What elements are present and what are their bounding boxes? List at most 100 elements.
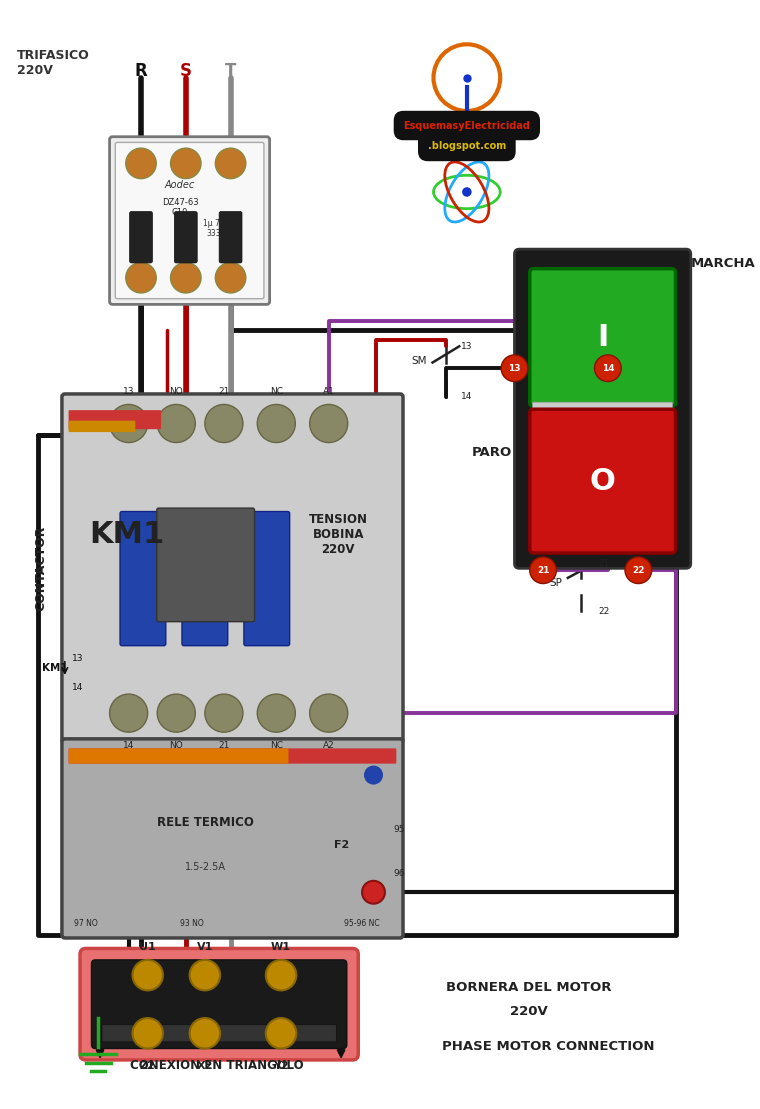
FancyBboxPatch shape bbox=[515, 250, 691, 568]
Text: NO: NO bbox=[169, 387, 183, 396]
Text: 97 NO: 97 NO bbox=[74, 919, 97, 928]
Circle shape bbox=[189, 1018, 220, 1048]
Circle shape bbox=[462, 187, 472, 196]
Text: 13: 13 bbox=[461, 342, 473, 350]
Text: DZ47-63
C10: DZ47-63 C10 bbox=[162, 197, 198, 217]
Text: TENSION
BOBINA
220V: TENSION BOBINA 220V bbox=[309, 512, 368, 556]
Text: A2: A2 bbox=[323, 741, 334, 750]
Text: T: T bbox=[225, 62, 236, 80]
FancyBboxPatch shape bbox=[109, 136, 270, 304]
Text: F2: F2 bbox=[334, 840, 350, 849]
FancyBboxPatch shape bbox=[157, 508, 255, 622]
FancyBboxPatch shape bbox=[129, 212, 153, 263]
FancyBboxPatch shape bbox=[62, 394, 403, 743]
Text: W1: W1 bbox=[271, 942, 291, 952]
Text: A1: A1 bbox=[323, 387, 334, 396]
Text: 1μ 7μ
333: 1μ 7μ 333 bbox=[203, 218, 224, 238]
Circle shape bbox=[109, 694, 147, 732]
Text: 13: 13 bbox=[71, 654, 83, 663]
Circle shape bbox=[189, 960, 220, 990]
Circle shape bbox=[170, 263, 201, 293]
Text: 21: 21 bbox=[218, 387, 230, 396]
Text: 13: 13 bbox=[123, 387, 135, 396]
Circle shape bbox=[594, 355, 621, 381]
Circle shape bbox=[266, 1018, 296, 1048]
Circle shape bbox=[125, 149, 157, 179]
Text: NC: NC bbox=[270, 387, 283, 396]
FancyBboxPatch shape bbox=[80, 948, 358, 1060]
Text: CONEXION EN TRIANGULO: CONEXION EN TRIANGULO bbox=[131, 1059, 304, 1072]
Text: NO: NO bbox=[169, 741, 183, 750]
Text: Y2: Y2 bbox=[273, 1060, 289, 1070]
Circle shape bbox=[132, 1018, 163, 1048]
Text: 21: 21 bbox=[537, 566, 549, 574]
FancyBboxPatch shape bbox=[533, 403, 673, 416]
Text: PHASE MOTOR CONNECTION: PHASE MOTOR CONNECTION bbox=[442, 1040, 654, 1054]
Circle shape bbox=[257, 694, 296, 732]
Text: R: R bbox=[135, 62, 147, 80]
Circle shape bbox=[157, 694, 195, 732]
FancyBboxPatch shape bbox=[116, 142, 264, 298]
Text: 14: 14 bbox=[123, 741, 135, 750]
Text: 21: 21 bbox=[598, 559, 610, 568]
Text: 14: 14 bbox=[461, 393, 473, 401]
Text: 1.5-2.5A: 1.5-2.5A bbox=[185, 863, 226, 873]
Circle shape bbox=[205, 405, 243, 442]
Circle shape bbox=[309, 405, 348, 442]
Text: 96: 96 bbox=[394, 868, 405, 877]
Circle shape bbox=[266, 960, 296, 990]
Circle shape bbox=[125, 263, 157, 293]
Circle shape bbox=[364, 765, 383, 784]
Circle shape bbox=[205, 694, 243, 732]
Text: S: S bbox=[180, 62, 192, 80]
Text: KM1: KM1 bbox=[89, 519, 164, 549]
Circle shape bbox=[170, 149, 201, 179]
Circle shape bbox=[362, 881, 385, 904]
Text: SM: SM bbox=[411, 356, 427, 366]
Circle shape bbox=[215, 263, 245, 293]
FancyBboxPatch shape bbox=[68, 749, 397, 764]
Circle shape bbox=[257, 405, 296, 442]
FancyBboxPatch shape bbox=[68, 420, 135, 433]
Text: 21: 21 bbox=[218, 741, 230, 750]
Text: 220V: 220V bbox=[510, 1005, 548, 1018]
FancyBboxPatch shape bbox=[91, 960, 347, 1048]
Text: X2: X2 bbox=[197, 1060, 213, 1070]
FancyBboxPatch shape bbox=[182, 511, 228, 645]
Text: SP: SP bbox=[549, 578, 562, 588]
FancyBboxPatch shape bbox=[62, 739, 403, 938]
Text: 14: 14 bbox=[71, 683, 83, 692]
Text: I: I bbox=[597, 323, 608, 352]
Text: Aodec: Aodec bbox=[165, 180, 195, 190]
Text: O: O bbox=[590, 467, 616, 496]
Text: MARCHA: MARCHA bbox=[691, 257, 755, 269]
Text: TRIFASICO
220V: TRIFASICO 220V bbox=[17, 49, 90, 77]
Text: EsquemasyElectricidad: EsquemasyElectricidad bbox=[404, 121, 530, 131]
Circle shape bbox=[157, 405, 195, 442]
Text: Z2: Z2 bbox=[140, 1060, 156, 1070]
Text: 22: 22 bbox=[632, 566, 644, 574]
FancyBboxPatch shape bbox=[219, 212, 242, 263]
Text: 93 NO: 93 NO bbox=[180, 919, 204, 928]
Circle shape bbox=[309, 694, 348, 732]
Circle shape bbox=[625, 557, 651, 583]
Text: CONTACTOR: CONTACTOR bbox=[34, 526, 47, 611]
FancyBboxPatch shape bbox=[68, 410, 161, 429]
Text: .blogspot.com: .blogspot.com bbox=[428, 142, 506, 152]
Text: 95-96 NC: 95-96 NC bbox=[344, 919, 380, 928]
Text: 95: 95 bbox=[394, 825, 405, 834]
Text: KM1: KM1 bbox=[43, 663, 68, 673]
FancyBboxPatch shape bbox=[530, 409, 676, 553]
Circle shape bbox=[109, 405, 147, 442]
Text: BORNERA DEL MOTOR: BORNERA DEL MOTOR bbox=[446, 981, 612, 994]
Circle shape bbox=[501, 355, 528, 381]
Circle shape bbox=[530, 557, 556, 583]
Circle shape bbox=[132, 960, 163, 990]
FancyBboxPatch shape bbox=[530, 268, 676, 406]
FancyBboxPatch shape bbox=[174, 212, 198, 263]
Text: 14: 14 bbox=[602, 364, 614, 373]
Text: PARO: PARO bbox=[471, 446, 511, 459]
Text: 13: 13 bbox=[508, 364, 521, 373]
FancyBboxPatch shape bbox=[102, 1025, 337, 1041]
Text: RELE TERMICO: RELE TERMICO bbox=[157, 816, 254, 830]
